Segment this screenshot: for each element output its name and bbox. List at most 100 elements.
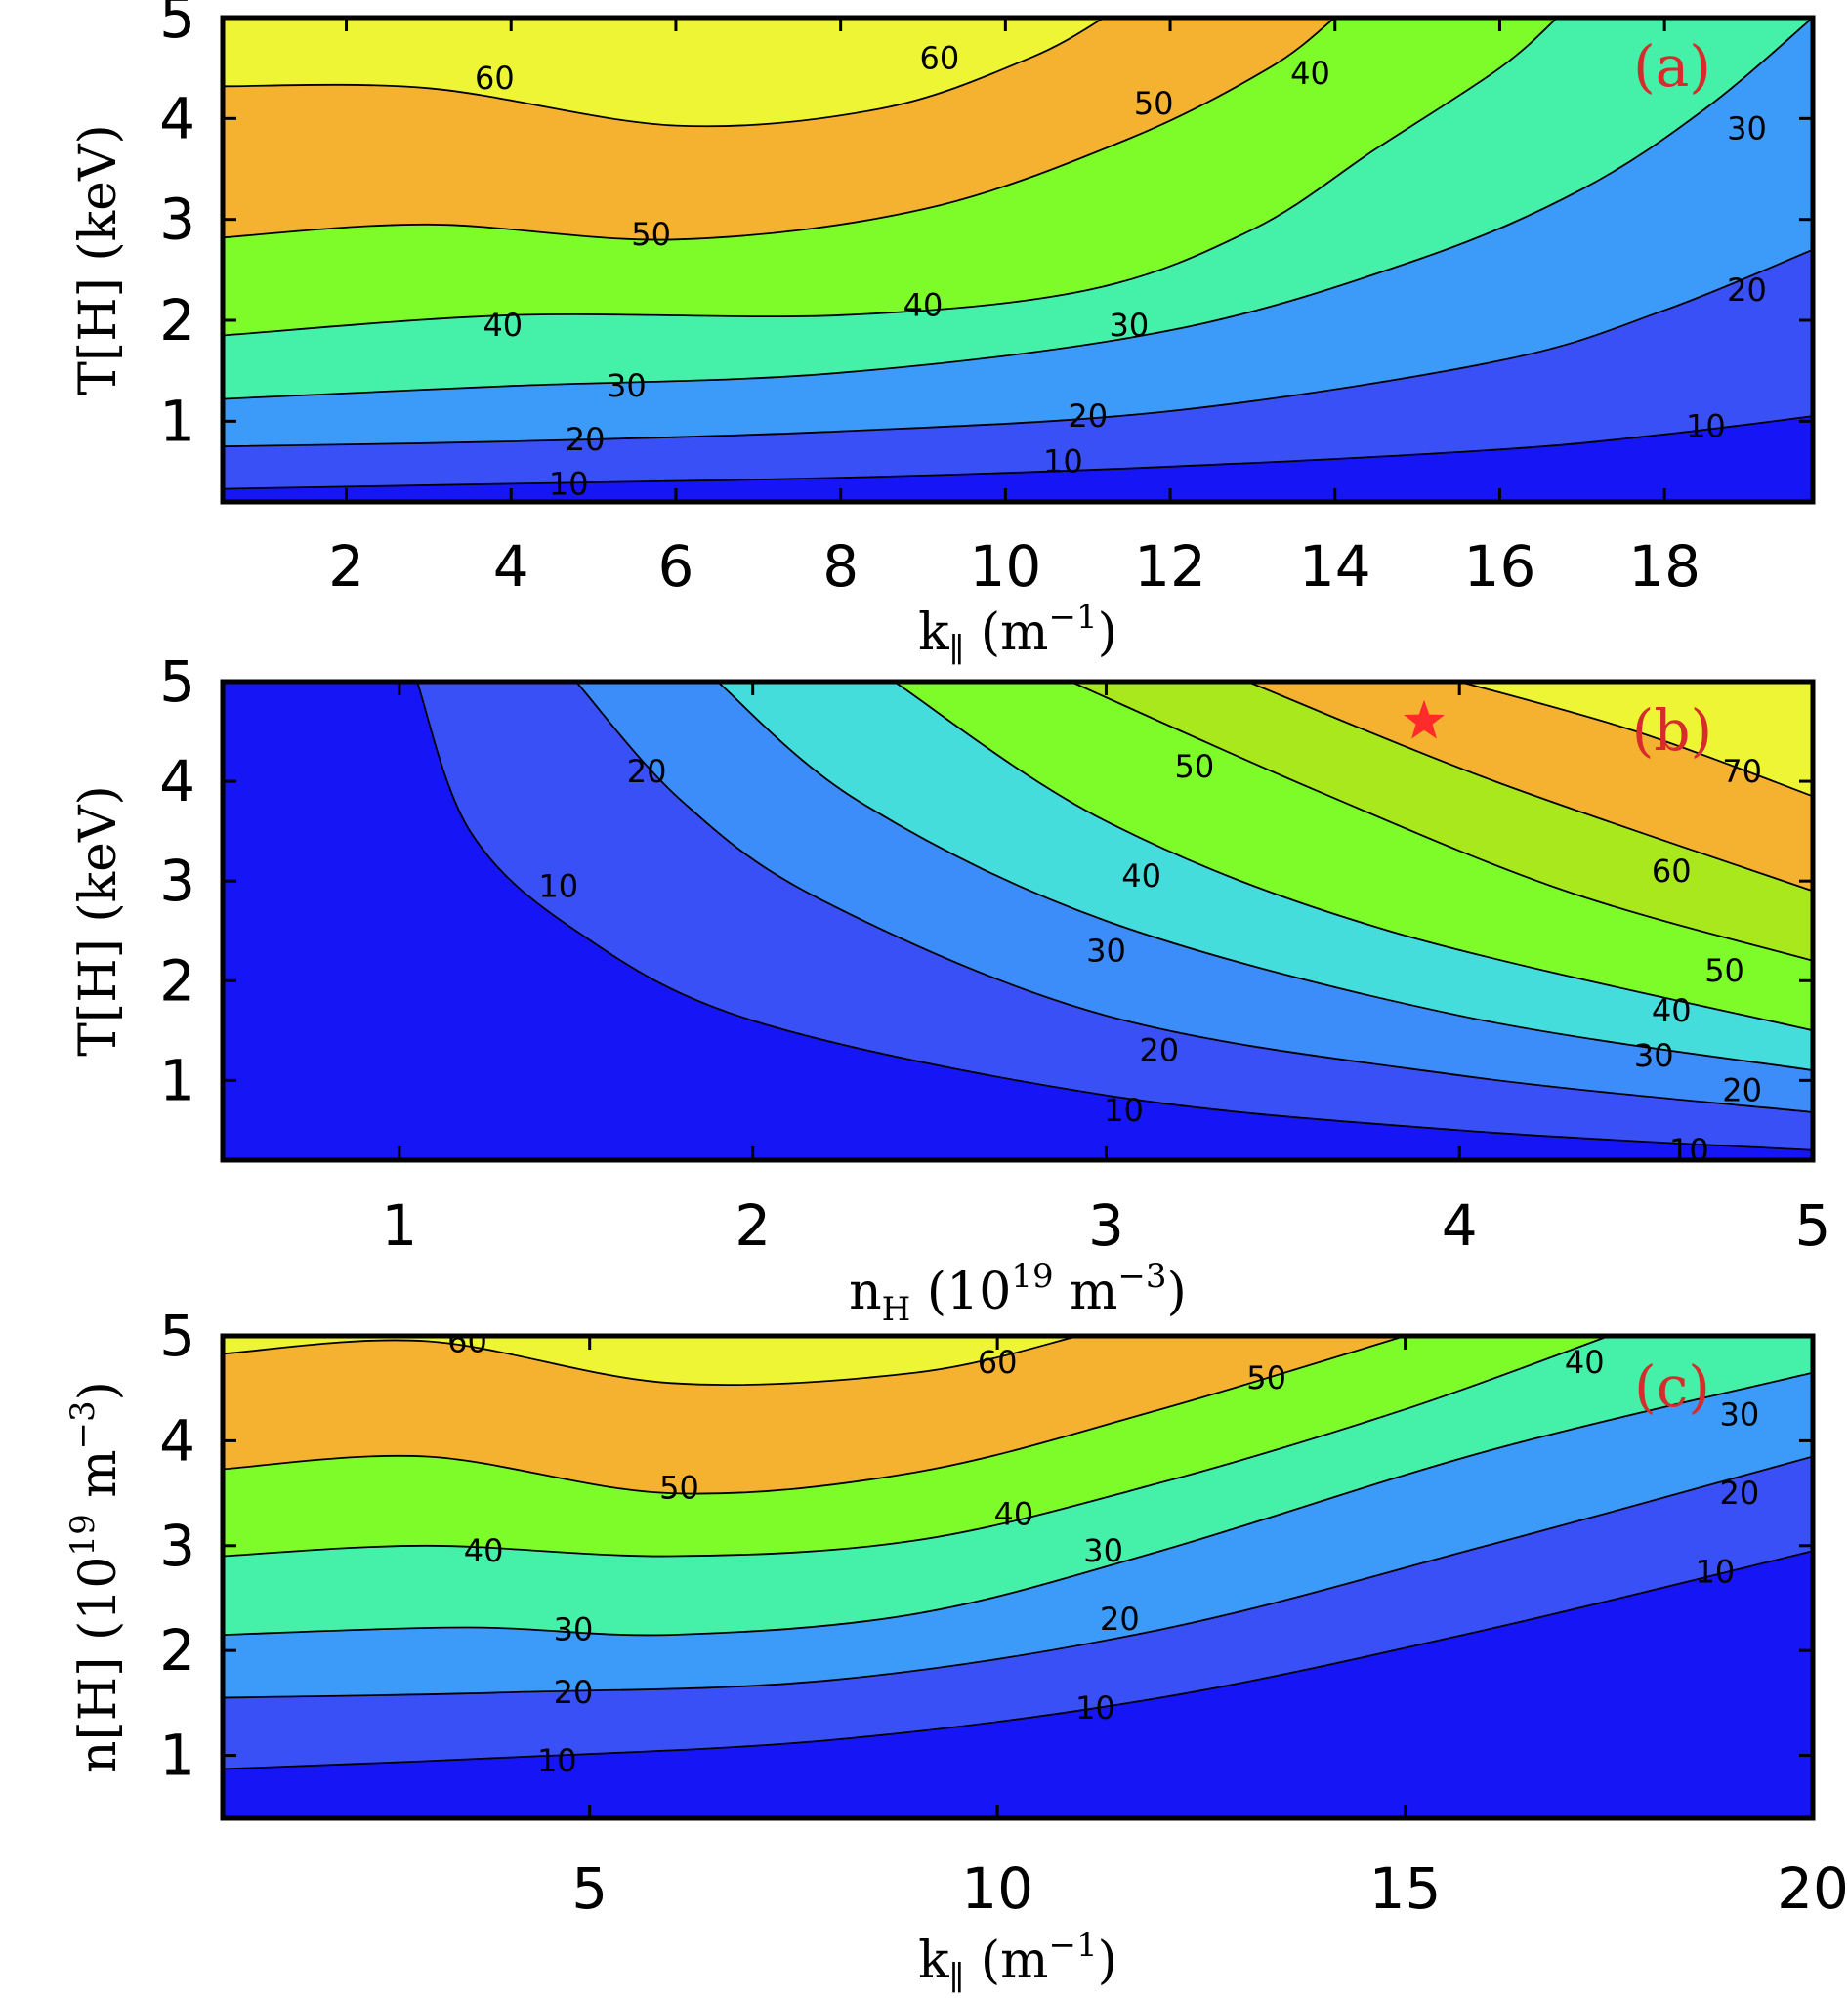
x-tick-label: 15 [1369, 1855, 1442, 1922]
contour-label: 50 [659, 1470, 699, 1507]
contour-labels: 20 10 50 40 30 20 10 70 60 50 40 30 20 10 [538, 748, 1762, 1169]
y-tick-label: 4 [159, 748, 195, 814]
contour-label: 60 [978, 1344, 1018, 1381]
contour-label: 20 [1727, 271, 1767, 309]
y-tick-label: 2 [159, 287, 195, 354]
contour-line-10 [416, 682, 1813, 1151]
contour-fills [223, 1336, 1813, 1818]
x-tick-label: 10 [969, 533, 1041, 600]
contour-label: 20 [1139, 1032, 1179, 1069]
contour-label: 40 [1290, 55, 1330, 92]
x-tick-label: 2 [735, 1192, 771, 1259]
contour-label: 10 [1104, 1092, 1144, 1129]
y-tick-label: 4 [159, 85, 195, 151]
contour-line-50 [223, 1336, 1406, 1495]
contour-line-60 [223, 1336, 1079, 1386]
contour-label: 10 [549, 465, 589, 502]
contour-label: 20 [566, 421, 606, 458]
x-tick-label: 20 [1777, 1855, 1848, 1922]
y-tick-label: 2 [159, 1617, 195, 1684]
contour-line-40 [223, 1336, 1610, 1558]
contour-label: 30 [1634, 1037, 1674, 1074]
axis-ticks: 1 2 3 4 5 1 2 3 4 5 [159, 648, 1830, 1259]
x-tick-label: 1 [381, 1192, 417, 1259]
contour-line-20 [223, 248, 1813, 448]
contour-line-50 [223, 18, 1336, 241]
contour-label: 10 [1043, 443, 1083, 480]
contour-label: 40 [483, 307, 523, 344]
contour-label: 50 [1246, 1359, 1286, 1396]
band-50 [223, 1336, 1406, 1494]
contour-label: 20 [627, 753, 667, 790]
y-axis-title: T[H] (keV) [69, 124, 128, 395]
contour-line-10 [223, 1550, 1813, 1770]
contour-label: 20 [1068, 397, 1108, 435]
contour-label: 30 [1083, 1532, 1123, 1569]
y-axis-title: T[H] (keV) [69, 785, 128, 1057]
contour-line-10 [223, 415, 1813, 490]
contour-line-40 [223, 18, 1559, 337]
y-tick-label: 5 [159, 0, 195, 51]
contour-label: 10 [1075, 1689, 1115, 1727]
y-axis-title: n[H] (1019 m−3) [63, 1381, 128, 1773]
y-tick-label: 1 [159, 1723, 195, 1789]
panel-label: (c) [1634, 1353, 1710, 1420]
x-axis-title: k∥ (m−1) [918, 1926, 1117, 1998]
contour-label: 10 [1695, 1554, 1735, 1591]
contour-label: 30 [554, 1611, 594, 1648]
x-tick-label: 2 [328, 533, 364, 600]
contour-line-60 [223, 18, 1106, 128]
y-tick-label: 5 [159, 648, 195, 715]
contour-line-40 [893, 682, 1813, 1032]
x-axis-title: nH (1019 m−3) [849, 1257, 1187, 1329]
axis-ticks: 5 10 15 20 1 2 3 4 5 [159, 1303, 1848, 1922]
contour-label: 30 [1720, 1396, 1760, 1434]
contour-label: 30 [607, 367, 647, 404]
x-tick-label: 14 [1299, 533, 1371, 600]
band-60 [223, 1336, 1079, 1386]
x-axis-title: k∥ (m−1) [918, 598, 1117, 670]
plot-frame [220, 679, 1816, 1163]
y-tick-label: 3 [159, 848, 195, 914]
contour-label: 40 [1652, 992, 1692, 1029]
contour-label: 60 [447, 1322, 487, 1359]
contour-line-30 [223, 1371, 1813, 1637]
y-tick-label: 5 [159, 1303, 195, 1369]
contour-label: 20 [554, 1674, 594, 1711]
contour-label: 40 [903, 287, 944, 324]
contour-label: 40 [1565, 1344, 1605, 1381]
x-tick-label: 16 [1464, 533, 1536, 600]
x-tick-label: 10 [961, 1855, 1033, 1922]
contour-label: 30 [1110, 307, 1150, 344]
contour-line-30 [716, 682, 1813, 1071]
contour-label: 40 [464, 1532, 504, 1569]
contour-label: 20 [1100, 1601, 1140, 1638]
x-tick-label: 5 [1795, 1192, 1831, 1259]
contour-label: 20 [1720, 1475, 1760, 1512]
contour-line-20 [575, 682, 1813, 1113]
contour-label: 40 [993, 1496, 1033, 1533]
contour-line-20 [223, 1455, 1813, 1699]
contour-label: 10 [1686, 408, 1726, 445]
contour-lines [223, 1336, 1813, 1770]
contour-label: 60 [1652, 853, 1692, 890]
contour-label: 10 [1669, 1132, 1709, 1169]
y-tick-label: 1 [159, 1047, 195, 1113]
x-tick-label: 4 [493, 533, 529, 600]
x-tick-label: 5 [571, 1855, 608, 1922]
contour-lines [416, 682, 1813, 1151]
band-60 [223, 18, 1105, 127]
contour-label: 30 [1727, 110, 1767, 147]
panel-label: (b) [1632, 697, 1712, 764]
y-tick-label: 3 [159, 187, 195, 253]
y-tick-label: 4 [159, 1407, 195, 1474]
band-70 [1440, 682, 1813, 797]
contour-label: 60 [475, 60, 515, 97]
contour-line-50 [1070, 682, 1813, 962]
contour-line-30 [223, 18, 1813, 400]
contour-label: 40 [1121, 857, 1161, 895]
star-marker [1404, 699, 1445, 739]
